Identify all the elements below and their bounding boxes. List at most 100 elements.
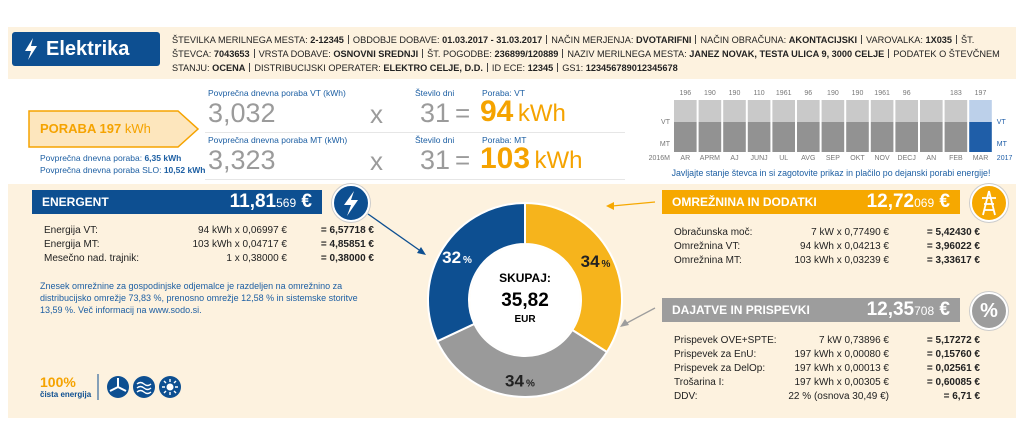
averages: Povprečna dnevna poraba: 6,35 kWh Povpreč… bbox=[40, 152, 205, 176]
history-value: 96 bbox=[804, 90, 812, 97]
result: 103 kWh bbox=[480, 142, 583, 176]
avg-label: Povprečna dnevna poraba MT (kWh) bbox=[208, 135, 348, 145]
separator bbox=[861, 35, 863, 44]
card-title: OMREŽNINA IN DODATKI bbox=[672, 195, 817, 209]
history-bar-vt bbox=[723, 100, 746, 122]
separator bbox=[486, 63, 488, 72]
item-calc: 197 kWh x 0,00080 € bbox=[794, 349, 889, 360]
item-total: = 6,57718 € bbox=[320, 225, 374, 236]
info-value: OSNOVNI SREDNJI bbox=[333, 49, 419, 59]
separator bbox=[888, 49, 890, 58]
average-value: 6,35 kWh bbox=[144, 153, 182, 163]
title-tab: Elektrika bbox=[12, 32, 160, 66]
equals-sign: = bbox=[455, 145, 471, 175]
history-value: 96 bbox=[903, 90, 911, 97]
item-label: Trošarina I: bbox=[674, 377, 725, 388]
history-value: 1961 bbox=[776, 90, 792, 97]
item-label: Prispevek OVE+SPTE: bbox=[674, 335, 777, 346]
item-total: = 6,71 € bbox=[943, 391, 980, 402]
history-note: Javljajte stanje števca in si zagotovite… bbox=[671, 168, 991, 178]
days-value: 31 bbox=[420, 145, 451, 175]
item-calc: 22 % (osnova 30,49 €) bbox=[788, 391, 889, 402]
history-month: MAR bbox=[973, 155, 989, 162]
history-bar-mt bbox=[895, 122, 918, 152]
info-label: ŠT. ŠTEVCA: bbox=[172, 35, 975, 59]
connector bbox=[624, 307, 656, 325]
info-value: 236899/120889 bbox=[494, 49, 559, 59]
days-label: Število dni bbox=[415, 135, 455, 145]
info-value: 123456789012345678 bbox=[585, 63, 678, 73]
result-unit: kWh bbox=[534, 147, 583, 174]
connector-head bbox=[417, 247, 426, 255]
result-value: 94 bbox=[480, 95, 514, 128]
item-calc: 94 kWh x 0,06997 € bbox=[198, 225, 287, 236]
info-label: PODATEK O ŠTEVČNEM STANJU: bbox=[172, 49, 1000, 73]
amount-main: 11,81 bbox=[229, 191, 277, 212]
history-bar-mt bbox=[821, 122, 845, 152]
average-label: Povprečna dnevna poraba SLO: bbox=[40, 165, 162, 175]
days-label: Število dni bbox=[415, 88, 455, 98]
separator bbox=[562, 49, 564, 58]
item-total: = 0,02561 € bbox=[926, 363, 980, 374]
separator bbox=[253, 49, 255, 58]
item-total: = 0,38000 € bbox=[320, 253, 374, 264]
history-bar-vt bbox=[821, 100, 845, 122]
times-sign: x bbox=[370, 99, 383, 129]
history-month: AR bbox=[680, 155, 690, 162]
row-rule bbox=[205, 179, 625, 180]
item-label: DDV: bbox=[674, 391, 698, 402]
item-label: Prispevek za DelOp: bbox=[674, 363, 766, 374]
info-value: DVOTARIFNI bbox=[636, 35, 692, 45]
line-item: Energija VT: 94 kWh x 0,06997 € = 6,57718 … bbox=[44, 224, 374, 238]
info-value: OCENA bbox=[212, 63, 246, 73]
amount-main: 12,35 bbox=[866, 299, 915, 320]
item-total: = 0,60085 € bbox=[926, 377, 980, 388]
slice-label: 34% bbox=[505, 371, 535, 390]
history-bar-mt bbox=[698, 122, 722, 152]
info-label: ŠTEVILKA MERILNEGA MESTA: bbox=[172, 35, 308, 45]
amount-decimals: 708 bbox=[914, 304, 935, 318]
amount-main: 12,72 bbox=[866, 191, 915, 212]
info-label: ID ECE: bbox=[491, 63, 526, 73]
info-value: 12345 bbox=[527, 63, 554, 73]
green-percent: 100% bbox=[40, 374, 76, 390]
card-header: OMREŽNINA IN DODATKI 12,72069 € bbox=[662, 190, 960, 214]
connector-head bbox=[606, 202, 614, 210]
item-label: Prispevek za EnU: bbox=[674, 349, 757, 360]
history-bar-mt bbox=[944, 122, 968, 152]
card-amount: 11,81569 € bbox=[230, 191, 312, 213]
item-total: = 3,96022 € bbox=[926, 241, 980, 252]
info-label: VAROVALKA: bbox=[866, 35, 923, 45]
slice-label: 32% bbox=[442, 248, 472, 267]
line-item: Prispevek OVE+SPTE: 7 kW 0,73896 € = 5,172… bbox=[674, 334, 980, 348]
info-label: NAČIN OBRAČUNA: bbox=[700, 35, 787, 45]
history-month: NOV bbox=[875, 155, 891, 162]
meter-info: ŠTEVILKA MERILNEGA MESTA: 2-12345 OBDOBJE… bbox=[172, 33, 1010, 75]
result-label: Poraba: VT bbox=[482, 88, 525, 98]
avg-value: 3,323 bbox=[208, 145, 276, 175]
history-right-mt: MT bbox=[997, 141, 1008, 148]
history-bar-mt bbox=[969, 122, 992, 152]
center-total: 35,82 bbox=[501, 290, 549, 311]
history-bar-vt bbox=[772, 100, 795, 122]
item-calc: 103 kWh x 0,04717 € bbox=[192, 239, 287, 250]
info-value: ELEKTRO CELJE, D.D. bbox=[383, 63, 483, 73]
average-value: 10,52 kWh bbox=[163, 165, 206, 175]
title: Elektrika bbox=[46, 38, 130, 60]
info-label: ŠT. POGODBE: bbox=[427, 49, 492, 59]
average: Povprečna dnevna poraba SLO: 10,52 kWh bbox=[40, 164, 205, 176]
green-energy: 100% čista energija bbox=[40, 374, 91, 399]
connector bbox=[367, 213, 423, 253]
card-icon bbox=[970, 184, 1008, 222]
line-item: Prispevek za DelOp: 197 kWh x 0,00013 € = … bbox=[674, 362, 980, 376]
history-month: DECJ bbox=[898, 155, 916, 162]
history-chart: 196 AR 190 APRM 190 AJ 110 JUNJ 1961 UL 96 AVG 190 SE… bbox=[649, 90, 1013, 162]
history-value: 190 bbox=[729, 90, 741, 97]
slice-value: 32 bbox=[442, 248, 461, 267]
item-total: = 0,15760 € bbox=[926, 349, 980, 360]
icon-graphic bbox=[344, 191, 358, 216]
separator bbox=[546, 35, 548, 44]
history-value: 190 bbox=[852, 90, 864, 97]
